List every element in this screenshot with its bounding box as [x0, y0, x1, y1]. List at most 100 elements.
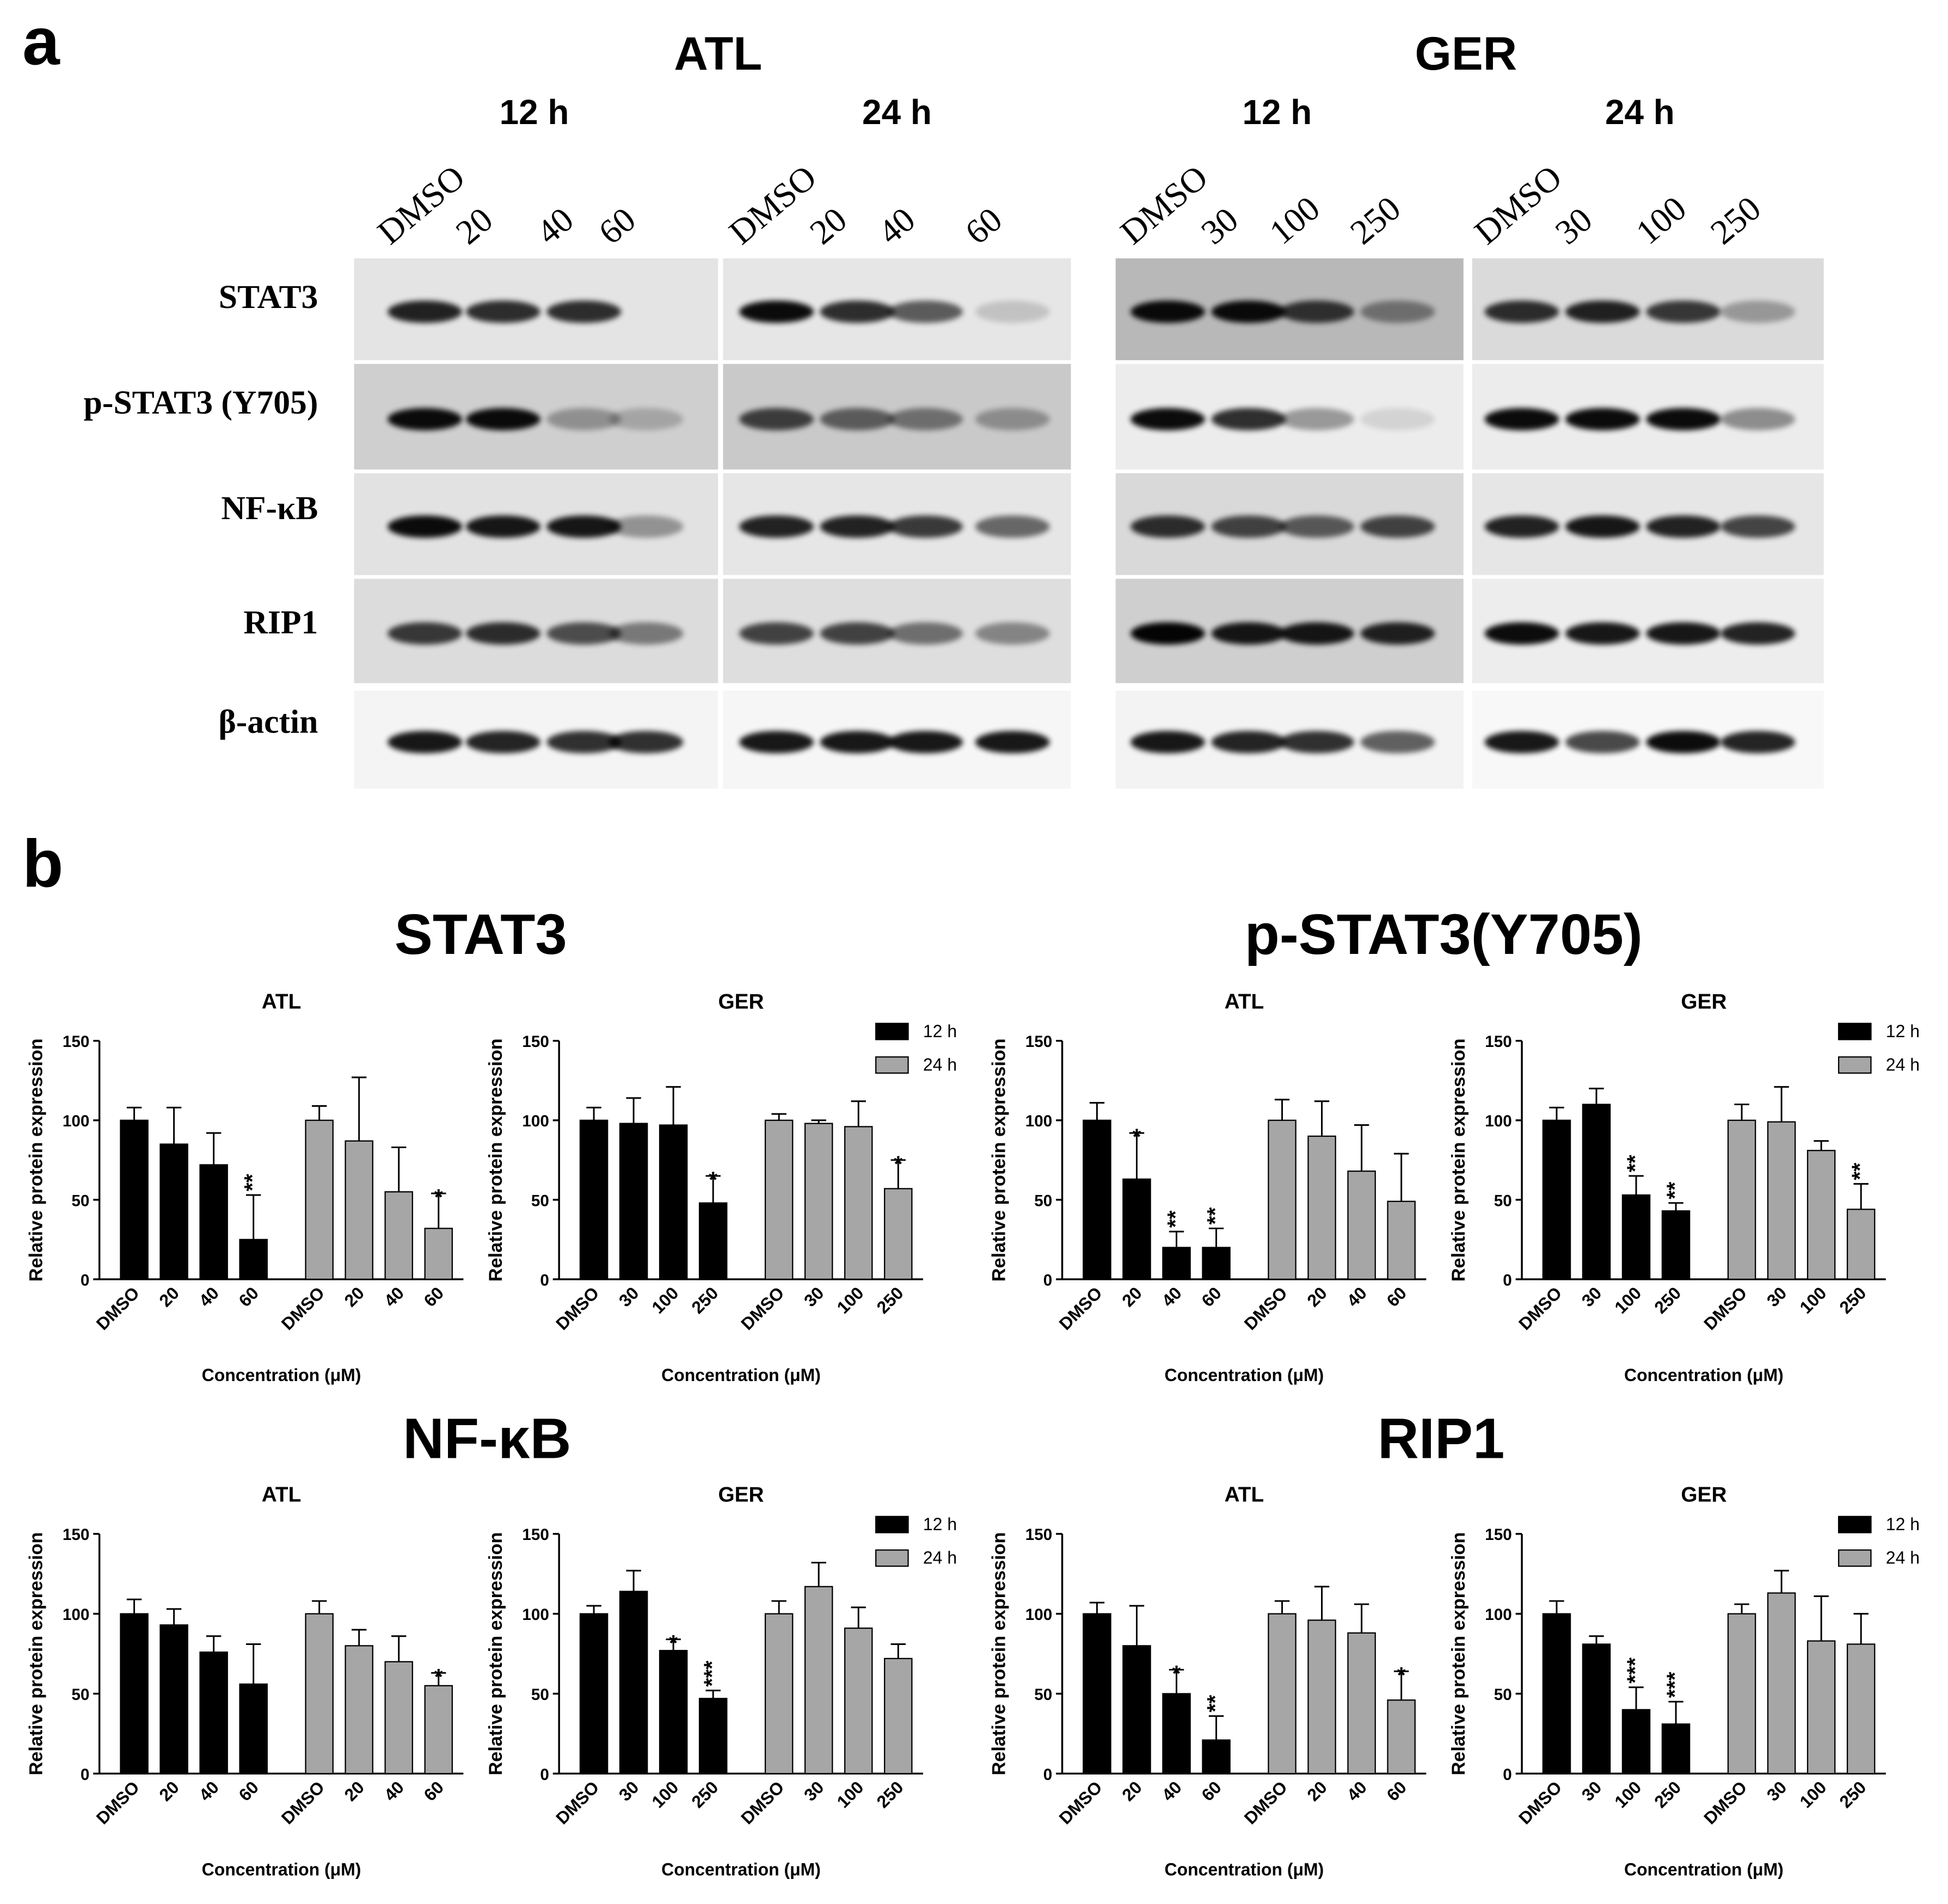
bar [884, 1188, 913, 1280]
blot-band [1279, 622, 1354, 645]
y-axis-label: Relative protein expression [26, 1532, 47, 1776]
blot-time: 24 h [1605, 93, 1675, 132]
bar [159, 1143, 188, 1280]
blot-band [1565, 731, 1640, 754]
x-tick-label: 100 [833, 1283, 867, 1317]
error-bar [1814, 1140, 1829, 1151]
x-tick-label: DMSO [1515, 1777, 1565, 1828]
protein-label: β-actin [218, 704, 318, 741]
blot-band [1279, 408, 1354, 430]
y-tick-label: 50 [1494, 1686, 1512, 1704]
blot-band [388, 408, 463, 430]
blot-band [1360, 300, 1435, 323]
bar [1621, 1194, 1651, 1280]
bar [1347, 1170, 1376, 1280]
blot-band [975, 622, 1050, 645]
blot-band [1360, 622, 1435, 645]
bar [1268, 1119, 1296, 1280]
x-tick-label: DMSO [1240, 1777, 1291, 1828]
bar [1202, 1247, 1231, 1280]
error-bar [391, 1146, 407, 1192]
blot-band [1484, 408, 1559, 430]
blot-band [1565, 622, 1640, 645]
blot-band [1646, 622, 1721, 645]
y-tick-label: 0 [1503, 1766, 1512, 1784]
blot-band [546, 300, 622, 323]
y-tick-label: 50 [531, 1192, 549, 1210]
x-tick-label: 60 [1382, 1283, 1410, 1311]
chart-title: ATL [262, 1483, 302, 1506]
y-tick-label: 150 [522, 1033, 549, 1051]
chart-title: GER [1681, 1483, 1726, 1506]
blot-time: 24 h [862, 93, 932, 132]
x-tick-label: DMSO [1515, 1283, 1565, 1334]
blot-band [975, 408, 1050, 430]
blot-band [1720, 731, 1796, 754]
lane-label: 30 [1194, 200, 1245, 251]
significance: ** [1202, 1207, 1227, 1225]
blot-band [546, 622, 622, 645]
x-axis-label: Concentration (μM) [1624, 1365, 1784, 1385]
bar [120, 1613, 149, 1774]
bar [1727, 1613, 1756, 1774]
blot-band [546, 515, 622, 538]
y-tick-label: 150 [1025, 1033, 1052, 1051]
x-tick-label: 40 [380, 1777, 408, 1805]
blot-time: 12 h [1242, 93, 1312, 132]
bar [804, 1123, 833, 1280]
error-bar [851, 1100, 866, 1127]
x-tick-label: 40 [1343, 1283, 1371, 1311]
error-bar [890, 1643, 906, 1659]
x-tick-label: DMSO [93, 1283, 143, 1334]
x-axis-label: Concentration (μM) [202, 1365, 361, 1385]
bar [199, 1164, 228, 1280]
error-bar [311, 1105, 327, 1120]
bar [698, 1698, 728, 1774]
bar [579, 1613, 609, 1774]
error-bar [666, 1638, 681, 1651]
error-bar [391, 1635, 407, 1662]
blot-band [975, 731, 1050, 754]
bar [1767, 1121, 1796, 1280]
blot-band [1646, 300, 1721, 323]
y-tick-label: 100 [1485, 1112, 1511, 1130]
blot-band [820, 300, 895, 323]
x-axis-label: Concentration (μM) [202, 1860, 361, 1880]
error-bar [351, 1076, 367, 1141]
significance: * [669, 1630, 678, 1655]
bar [239, 1683, 268, 1774]
chart-group-title: NF-κB [403, 1407, 571, 1471]
blot-group-title: ATL [674, 27, 762, 80]
error-bar [431, 1672, 446, 1686]
blot-band [820, 622, 895, 645]
blot-band [1130, 300, 1206, 323]
bar [1122, 1645, 1151, 1774]
chart-group-title: STAT3 [395, 903, 567, 966]
y-tick-label: 50 [531, 1686, 549, 1704]
bar [345, 1140, 373, 1280]
blot-band [888, 408, 963, 430]
x-tick-label: 30 [800, 1283, 828, 1311]
y-tick-label: 100 [1485, 1606, 1511, 1624]
blot-band [739, 731, 814, 754]
error-bar [1169, 1668, 1184, 1694]
error-bar [1393, 1153, 1409, 1201]
bar [1582, 1643, 1611, 1774]
blot-band [1565, 300, 1640, 323]
bar [305, 1613, 334, 1774]
legend-swatch [875, 1549, 909, 1567]
blot-band [1484, 300, 1559, 323]
significance: * [894, 1151, 902, 1176]
x-tick-label: 40 [195, 1777, 223, 1805]
legend-swatch [1838, 1515, 1872, 1533]
x-tick-label: 60 [1197, 1777, 1225, 1805]
blot-band [609, 515, 684, 538]
lane-label: 250 [1703, 189, 1768, 252]
y-tick-label: 50 [1034, 1192, 1052, 1210]
x-tick-label: 30 [800, 1777, 828, 1805]
error-bar [245, 1194, 261, 1240]
error-bar [1274, 1600, 1290, 1614]
x-tick-label: 40 [1158, 1283, 1185, 1311]
error-bar [166, 1106, 182, 1144]
